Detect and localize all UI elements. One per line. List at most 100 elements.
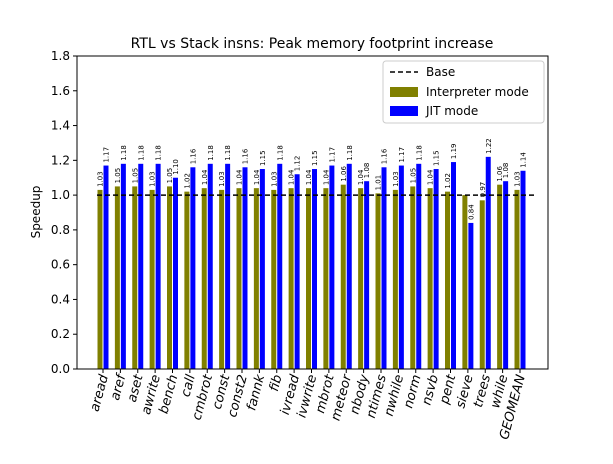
bar-interpreter-cmbrot <box>201 188 207 369</box>
bar-jit-bench <box>173 177 178 369</box>
data-label: 1.18 <box>155 145 163 161</box>
y-tick-label: 1.6 <box>51 84 70 98</box>
bar-interpreter-aref <box>114 186 120 369</box>
bar-jit-ntimes <box>381 167 387 369</box>
data-label: 1.17 <box>328 147 336 163</box>
bar-interpreter-GEOMEAN <box>514 189 520 369</box>
data-label: 1.02 <box>444 173 452 189</box>
data-label: 1.16 <box>189 148 197 164</box>
bar-jit-pent <box>451 162 456 369</box>
bar-jit-ivread <box>294 174 300 369</box>
y-tick-label: 1.8 <box>51 49 70 63</box>
legend: Base Interpreter mode JIT mode <box>382 60 545 124</box>
bar-jit-norm <box>416 163 422 369</box>
bar-interpreter-ntimes <box>375 193 381 369</box>
bar-interpreter-mbrot <box>323 188 329 369</box>
bar-interpreter-ivread <box>288 188 294 369</box>
data-label: 1.06 <box>340 166 348 182</box>
data-label: 1.18 <box>224 145 232 161</box>
bar-jit-sieve <box>468 222 474 369</box>
data-label: 1.18 <box>120 145 128 161</box>
data-label: 1.10 <box>172 159 180 175</box>
bar-interpreter-while <box>497 184 503 369</box>
data-label: 1.04 <box>305 169 313 185</box>
bar-interpreter-aset <box>132 186 138 369</box>
data-label: 1.06 <box>496 166 504 182</box>
data-label: 1.04 <box>427 169 435 185</box>
bar-jit-aread <box>103 165 109 369</box>
y-tick-label: 1.4 <box>51 119 70 133</box>
bar-interpreter-fib <box>271 189 277 369</box>
bar-interpreter-const <box>219 189 225 369</box>
y-tick-label: 0.0 <box>51 362 70 376</box>
data-label: 1.16 <box>242 148 250 164</box>
legend-base-label: Base <box>426 65 455 79</box>
legend-interpreter-label: Interpreter mode <box>426 85 529 99</box>
data-label: 1.18 <box>276 145 284 161</box>
bar-jit-nsvb <box>433 169 439 369</box>
bar-jit-nwhile <box>398 165 404 369</box>
data-label: 1.05 <box>114 168 122 184</box>
data-label: 1.15 <box>311 150 319 166</box>
bar-jit-nbody <box>364 181 370 369</box>
data-label: 1.22 <box>485 138 493 154</box>
y-tick-label: 0.4 <box>51 292 70 306</box>
y-tick-label: 0.8 <box>51 223 70 237</box>
y-tick-label: 0.6 <box>51 258 70 272</box>
bar-jit-const <box>225 163 231 369</box>
data-label: 1.05 <box>409 168 417 184</box>
data-label: 1.04 <box>236 169 244 185</box>
y-axis-label: Speedup <box>29 186 43 239</box>
data-label: 1.05 <box>166 168 174 184</box>
data-label: 1.16 <box>381 148 389 164</box>
bar-interpreter-norm <box>410 186 416 369</box>
data-label: 1.08 <box>363 163 371 179</box>
bar-interpreter-meteor <box>340 184 346 369</box>
data-label: 1.04 <box>253 169 261 185</box>
bar-jit-meteor <box>346 163 352 369</box>
data-label: 1.18 <box>415 145 423 161</box>
bar-interpreter-trees <box>479 200 485 369</box>
data-label: 1.18 <box>207 145 215 161</box>
bar-interpreter-nbody <box>358 188 364 369</box>
y-tick-label: 1.0 <box>51 188 70 202</box>
bar-jit-ivwrite <box>312 169 317 369</box>
data-label: 1.17 <box>103 147 111 163</box>
bar-jit-awrite <box>155 163 161 369</box>
bar-jit-aref <box>120 163 126 369</box>
data-label: 1.01 <box>375 175 383 191</box>
data-label: 1.03 <box>218 171 226 187</box>
bar-jit-mbrot <box>329 165 335 369</box>
x-tick-label: aread <box>88 372 112 413</box>
bar-jit-GEOMEAN <box>520 170 526 369</box>
data-label: 1.12 <box>294 156 302 172</box>
data-label: 1.03 <box>392 171 400 187</box>
bar-interpreter-sieve <box>462 195 468 369</box>
data-label: 1.18 <box>137 145 145 161</box>
data-label: 1.15 <box>433 150 441 166</box>
bar-jit-fannk <box>259 169 265 369</box>
data-label: 1.17 <box>398 147 406 163</box>
data-label: 1.04 <box>201 169 209 185</box>
data-label: 1.15 <box>259 150 267 166</box>
bar-interpreter-awrite <box>149 189 155 369</box>
bar-interpreter-ivwrite <box>306 188 311 369</box>
x-tick-label: call <box>178 373 198 399</box>
bar-interpreter-nsvb <box>427 188 433 369</box>
bar-jit-const2 <box>242 167 248 369</box>
legend-interpreter-swatch <box>390 87 418 97</box>
bar-jit-fib <box>277 163 283 369</box>
y-tick-label: 0.2 <box>51 327 70 341</box>
legend-jit-label: JIT mode <box>425 104 478 118</box>
data-label: 1.04 <box>357 169 365 185</box>
x-tick-label: aref <box>108 371 130 402</box>
bar-interpreter-const2 <box>236 188 242 369</box>
bar-jit-cmbrot <box>207 163 213 369</box>
data-label: 1.19 <box>450 143 458 159</box>
legend-jit-swatch <box>390 106 418 116</box>
plot-frame <box>76 55 549 370</box>
data-label: 1.14 <box>520 152 528 168</box>
x-tick-label: fib <box>267 373 286 393</box>
